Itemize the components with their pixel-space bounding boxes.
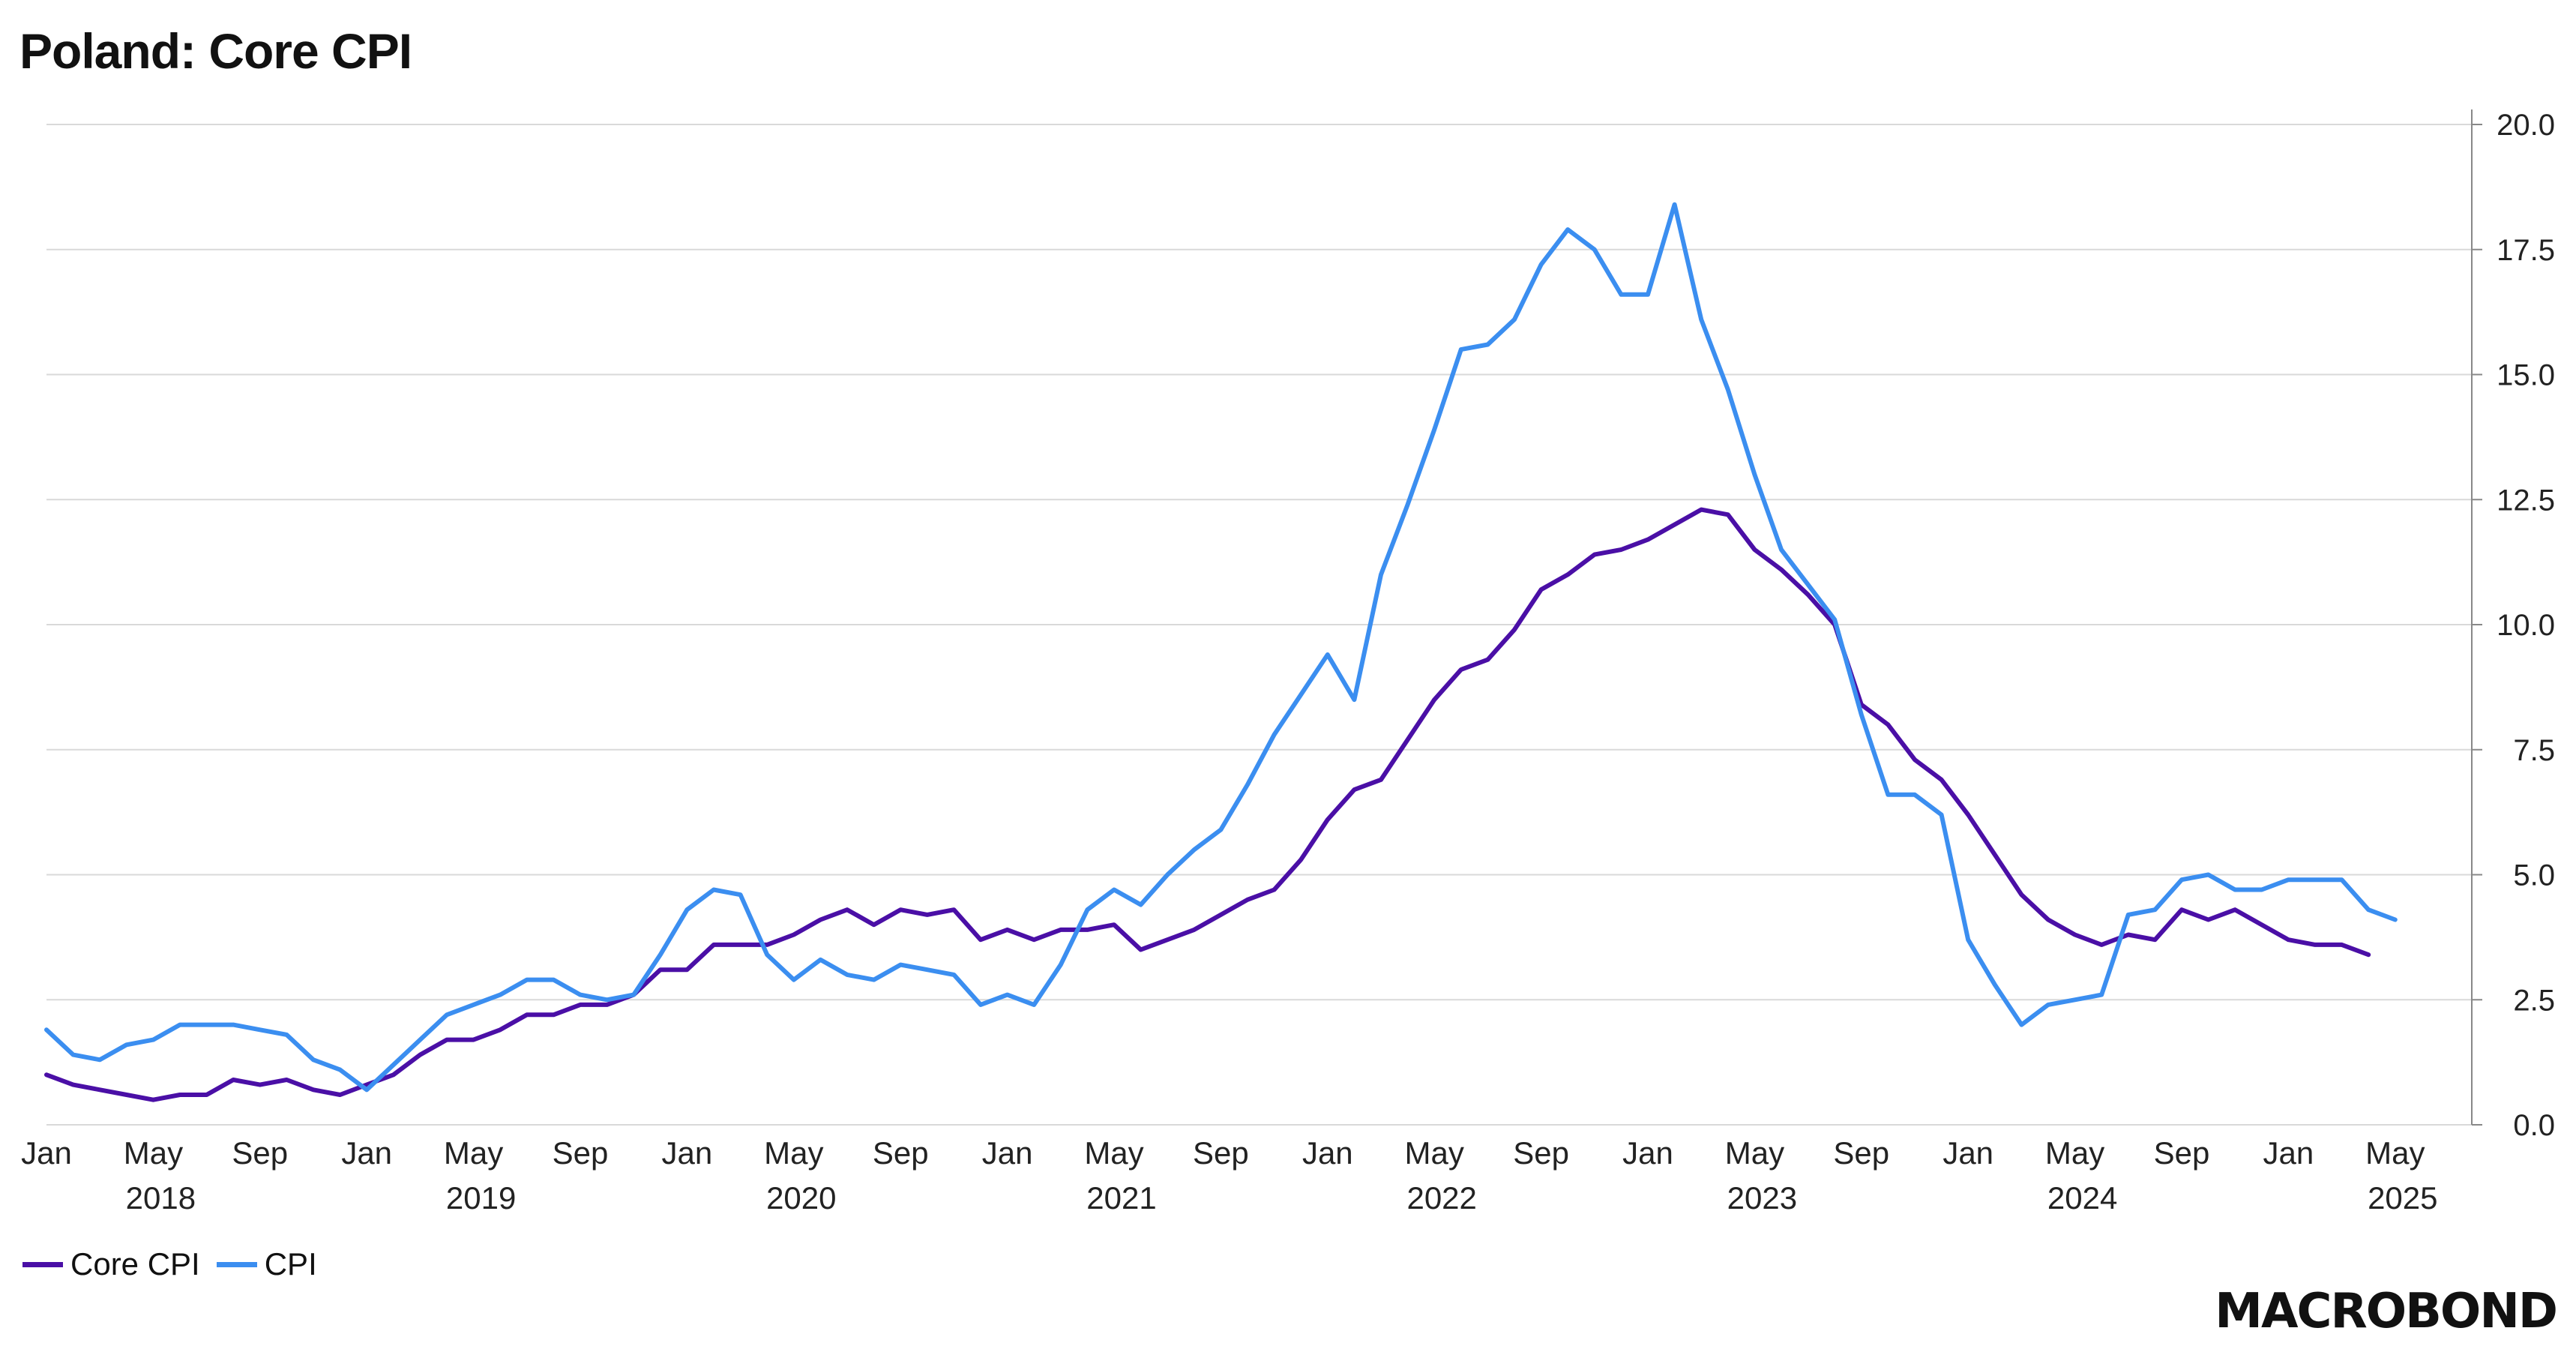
legend-item-cpi[interactable]: CPI bbox=[216, 1246, 317, 1282]
x-tick-label: Jan bbox=[21, 1135, 72, 1171]
x-tick-label: Sep bbox=[553, 1135, 609, 1171]
legend-swatch-core-cpi bbox=[22, 1261, 63, 1267]
x-tick-label: May bbox=[1405, 1135, 1464, 1171]
x-year-label: 2018 bbox=[126, 1180, 196, 1216]
x-tick-label: Sep bbox=[1513, 1135, 1569, 1171]
y-tick-label: 17.5 bbox=[2497, 234, 2555, 267]
legend-label-cpi: CPI bbox=[264, 1246, 317, 1282]
x-tick-label: Jan bbox=[2263, 1135, 2314, 1171]
x-tick-label: Jan bbox=[1622, 1135, 1673, 1171]
x-tick-label: Sep bbox=[232, 1135, 288, 1171]
y-tick-label: 2.5 bbox=[2513, 984, 2555, 1017]
series-line-core-cpi bbox=[44, 507, 2371, 1102]
x-tick-label: May bbox=[444, 1135, 503, 1171]
x-year-label: 2022 bbox=[1406, 1180, 1476, 1216]
legend-label-core-cpi: Core CPI bbox=[70, 1246, 200, 1282]
x-year-label: 2019 bbox=[446, 1180, 516, 1216]
x-tick-label: May bbox=[124, 1135, 183, 1171]
x-tick-label: Sep bbox=[1833, 1135, 1889, 1171]
y-axis: 0.0 2.5 5.0 7.5 10.0 12.5 15.0 17.5 20.0 bbox=[2471, 109, 2555, 1142]
x-tick-label: Jan bbox=[662, 1135, 713, 1171]
y-tick-label: 15.0 bbox=[2497, 359, 2555, 392]
legend-item-core-cpi[interactable]: Core CPI bbox=[22, 1246, 200, 1282]
macrobond-logo: MACROBOND bbox=[2215, 1284, 2558, 1339]
y-tick-label: 7.5 bbox=[2513, 734, 2555, 767]
x-tick-label: Jan bbox=[1942, 1135, 1993, 1171]
x-year-label: 2020 bbox=[766, 1180, 836, 1216]
x-year-label: 2021 bbox=[1086, 1180, 1156, 1216]
x-year-label: 2024 bbox=[2047, 1180, 2117, 1216]
gridlines bbox=[46, 124, 2472, 1126]
x-tick-label: Sep bbox=[2154, 1135, 2210, 1171]
x-tick-label: May bbox=[764, 1135, 823, 1171]
x-tick-label: Sep bbox=[873, 1135, 929, 1171]
x-year-label: 2023 bbox=[1727, 1180, 1797, 1216]
x-year-label: 2025 bbox=[2368, 1180, 2437, 1216]
chart-title: Poland: Core CPI bbox=[19, 23, 412, 79]
y-tick-label: 0.0 bbox=[2513, 1109, 2555, 1142]
legend: Core CPI CPI bbox=[22, 1246, 334, 1282]
y-tick-label: 12.5 bbox=[2497, 484, 2555, 517]
x-tick-label: May bbox=[1084, 1135, 1143, 1171]
x-axis: Jan May Sep Jan May Sep Jan May Sep Jan May Sep Jan M… bbox=[21, 1135, 2437, 1216]
x-tick-label: Jan bbox=[1302, 1135, 1353, 1171]
x-tick-label: May bbox=[2365, 1135, 2425, 1171]
series-lines bbox=[44, 202, 2398, 1102]
x-tick-label: May bbox=[1725, 1135, 1784, 1171]
y-tick-label: 10.0 bbox=[2497, 609, 2555, 642]
legend-swatch-cpi bbox=[216, 1261, 257, 1267]
x-tick-label: Sep bbox=[1193, 1135, 1249, 1171]
x-tick-label: Jan bbox=[341, 1135, 392, 1171]
x-tick-label: May bbox=[2045, 1135, 2104, 1171]
y-tick-label: 20.0 bbox=[2497, 109, 2555, 142]
x-tick-label: Jan bbox=[982, 1135, 1033, 1171]
y-tick-label: 5.0 bbox=[2513, 859, 2555, 892]
series-line-cpi bbox=[44, 202, 2398, 1093]
